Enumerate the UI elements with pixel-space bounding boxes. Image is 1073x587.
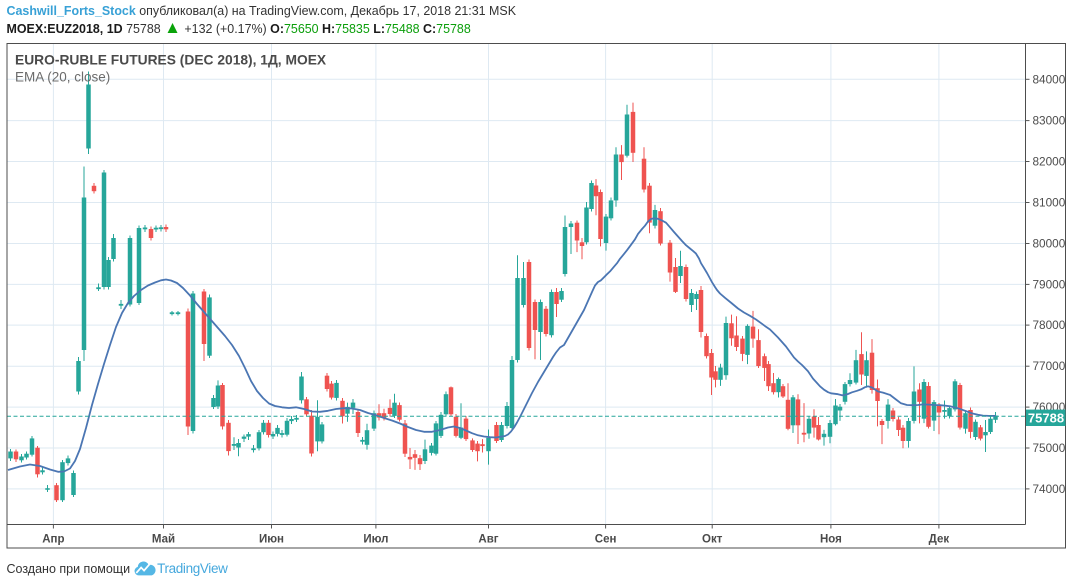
- svg-text:Июн: Июн: [259, 534, 284, 546]
- svg-text:80000: 80000: [1033, 237, 1066, 251]
- svg-text:75788: 75788: [1028, 410, 1064, 425]
- svg-text:75000: 75000: [1033, 441, 1066, 455]
- svg-text:Ноя: Ноя: [820, 534, 842, 546]
- svg-text:84000: 84000: [1033, 72, 1066, 86]
- svg-text:83000: 83000: [1033, 114, 1066, 128]
- svg-text:Дек: Дек: [929, 534, 950, 546]
- svg-text:EURO-RUBLE FUTURES (DEC 2018),: EURO-RUBLE FUTURES (DEC 2018), 1Д, MOEX: [15, 53, 327, 68]
- svg-text:Сен: Сен: [595, 534, 617, 546]
- svg-text:EMA (20, close): EMA (20, close): [15, 70, 110, 85]
- svg-text:79000: 79000: [1033, 277, 1066, 291]
- svg-text:78000: 78000: [1033, 318, 1066, 332]
- svg-text:Июл: Июл: [363, 534, 388, 546]
- svg-text:Авг: Авг: [478, 534, 498, 546]
- svg-text:77000: 77000: [1033, 359, 1066, 373]
- svg-text:74000: 74000: [1033, 482, 1066, 496]
- svg-text:Апр: Апр: [42, 534, 64, 546]
- svg-text:Окт: Окт: [702, 534, 723, 546]
- svg-text:81000: 81000: [1033, 196, 1066, 210]
- svg-text:82000: 82000: [1033, 155, 1066, 169]
- svg-text:Май: Май: [152, 534, 175, 546]
